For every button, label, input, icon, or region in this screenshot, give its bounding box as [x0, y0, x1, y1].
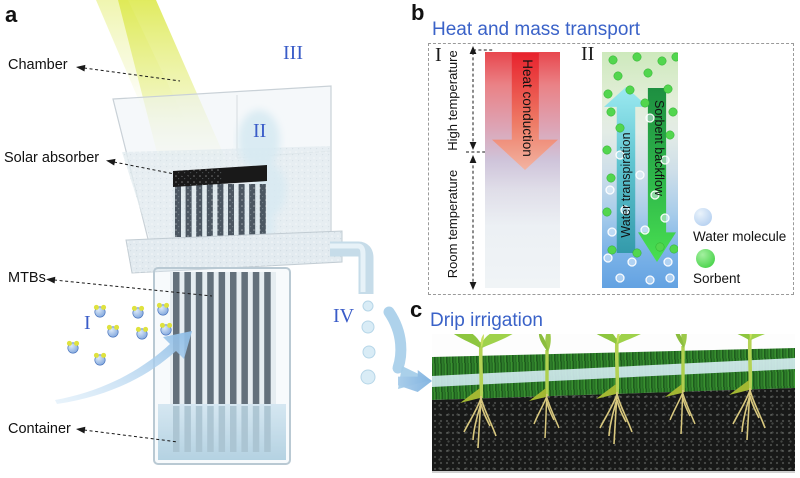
upper-mtb-frost [173, 184, 267, 237]
panel-b-letter: b [411, 0, 425, 25]
heat-conduction-label: Heat conduction [520, 59, 535, 157]
base-plate-frost [126, 231, 342, 273]
panel-a-letter: a [5, 2, 18, 27]
annotation-container: Container [8, 421, 71, 437]
stage-numeral-i: I [84, 312, 91, 334]
high-temperature-label: High temperature [445, 50, 460, 151]
annotation-solar-absorber: Solar absorber [4, 150, 100, 166]
panel-b-title: Heat and mass transport [432, 19, 641, 40]
water-molecule-icon [694, 208, 712, 226]
panel-c-letter: c [410, 297, 423, 322]
water-droplets [360, 300, 376, 385]
sorbent-legend-label: Sorbent [693, 271, 741, 286]
drip-irrigation-photo [432, 334, 795, 473]
annotation-chamber: Chamber [8, 57, 68, 73]
outlet-pipe-highlight [330, 243, 366, 292]
panel-c-title: Drip irrigation [430, 310, 543, 331]
sorbent-backflow-label: Sorbent backflow [652, 100, 666, 196]
diagram-ii-numeral: II [581, 43, 595, 65]
air-intake-arrow [55, 331, 192, 404]
water-molecule-legend-label: Water molecule [693, 229, 787, 244]
flow-arrow-to-irrigation [383, 306, 407, 374]
leader-arrowheads [46, 64, 116, 434]
leader-lines [53, 67, 213, 443]
diagram-i-numeral: I [435, 44, 442, 66]
temperature-scale-line [466, 46, 494, 290]
tube-stubs-in-water [173, 406, 271, 452]
container-glass [153, 267, 291, 465]
sorbent-and-water-dots [602, 52, 678, 285]
seedlings [446, 334, 787, 450]
stage-numeral-ii: II [253, 120, 267, 142]
sorbent-icon [696, 249, 715, 268]
stage-numeral-iii: III [283, 42, 303, 64]
room-temperature-label: Room temperature [445, 169, 460, 279]
annotation-mtbs: MTBs [8, 270, 46, 286]
water-transpiration-label: Water transpiration [619, 132, 633, 238]
stage-numeral-iv: IV [333, 305, 355, 327]
water-molecule-icons [66, 302, 173, 366]
heat-mass-transport-box [428, 43, 794, 295]
solar-absorber-frost [173, 168, 222, 187]
